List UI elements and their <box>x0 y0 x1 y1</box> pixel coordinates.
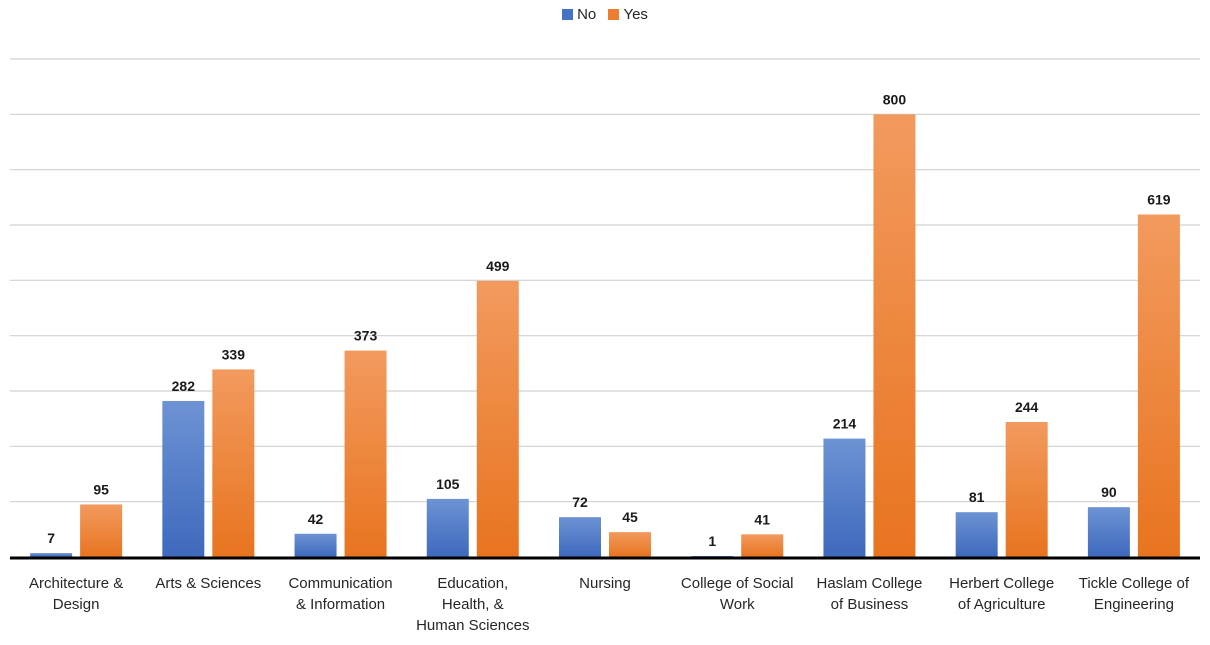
category-label: College of Social Work <box>681 575 794 613</box>
bar-no <box>1087 507 1130 557</box>
data-label-no: 42 <box>308 511 324 527</box>
category-label: Nursing <box>579 575 631 592</box>
data-label-no: 72 <box>572 494 588 510</box>
data-label-yes: 41 <box>754 511 770 527</box>
legend: No Yes <box>0 6 1210 23</box>
legend-swatch-no <box>562 9 574 20</box>
data-label-no: 81 <box>969 489 985 505</box>
bar-yes <box>1137 214 1180 557</box>
data-label-no: 1 <box>708 533 716 549</box>
bar-yes <box>212 369 255 557</box>
data-label-yes: 339 <box>222 346 246 362</box>
data-label-yes: 244 <box>1015 399 1039 415</box>
data-label-yes: 95 <box>93 481 109 497</box>
category-label: Communication & Information <box>288 575 392 613</box>
legend-swatch-yes <box>608 9 620 20</box>
category-label: Arts & Sciences <box>155 575 261 592</box>
category-labels: Architecture & Design Arts & Sciences Commu… <box>29 575 1190 634</box>
legend-item-yes: Yes <box>608 6 648 23</box>
bars <box>30 114 1180 557</box>
bar-no <box>30 553 73 557</box>
data-label-yes: 619 <box>1147 191 1171 207</box>
data-label-no: 282 <box>172 378 196 394</box>
legend-label-yes: Yes <box>623 6 648 23</box>
bar-yes <box>873 114 916 557</box>
data-label-yes: 800 <box>883 91 907 107</box>
category-label: Herbert College of Agriculture <box>949 575 1054 613</box>
data-label-yes: 373 <box>354 328 378 344</box>
bar-no <box>294 533 337 557</box>
gridlines <box>10 58 1200 503</box>
category-label: Architecture & Design <box>29 575 123 613</box>
bar-no <box>162 400 205 557</box>
bar-no <box>559 517 601 557</box>
bar-yes <box>80 504 123 557</box>
data-labels: 7 95 282 339 42 373 105 499 72 45 1 41 214 800 81 244 90… <box>47 91 1171 549</box>
data-label-no: 7 <box>47 530 55 546</box>
bar-no <box>955 512 998 557</box>
category-label: Education, Health, & Human Sciences <box>416 575 529 634</box>
legend-item-no: No <box>562 6 596 23</box>
data-label-yes: 45 <box>622 509 638 525</box>
data-label-no: 214 <box>833 416 857 432</box>
bar-yes <box>344 350 387 557</box>
bar-yes <box>1005 421 1048 557</box>
data-label-yes: 499 <box>486 258 510 274</box>
bar-yes <box>609 532 651 557</box>
category-label: Tickle College of Engineering <box>1079 575 1190 613</box>
bar-yes <box>476 280 519 557</box>
bar-no <box>823 438 866 557</box>
legend-label-no: No <box>577 6 597 23</box>
bar-yes <box>741 534 784 557</box>
bar-no <box>426 498 469 557</box>
data-label-no: 105 <box>436 476 460 492</box>
data-label-no: 90 <box>1101 484 1117 500</box>
category-label: Haslam College of Business <box>816 575 922 613</box>
